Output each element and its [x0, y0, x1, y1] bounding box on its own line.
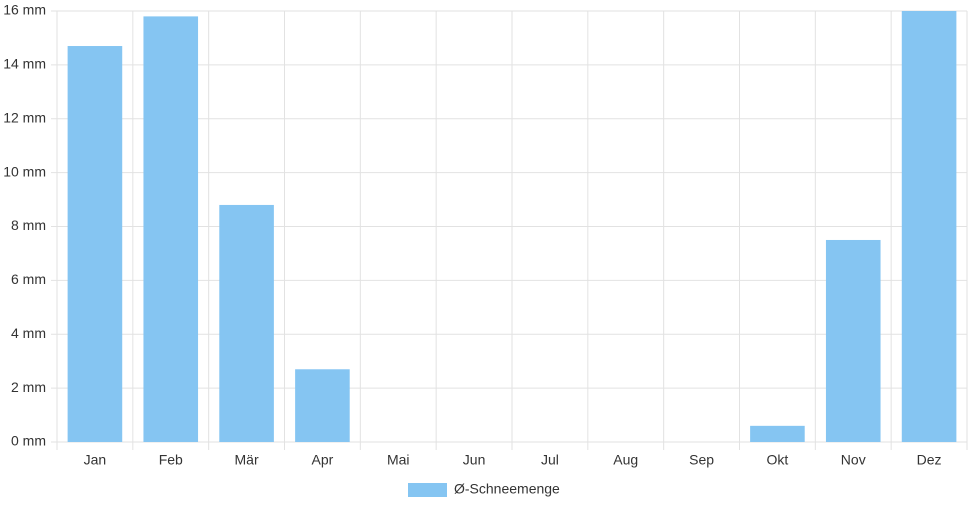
x-tick-label: Dez	[917, 452, 942, 468]
y-tick-label: 10 mm	[3, 163, 46, 179]
x-tick-label: Feb	[159, 452, 183, 468]
x-tick-label: Mär	[235, 452, 259, 468]
bar	[750, 425, 805, 442]
bar	[67, 46, 123, 443]
y-tick-label: 0 mm	[11, 433, 46, 449]
y-tick-label: 8 mm	[11, 217, 46, 233]
x-tick-label: Jun	[463, 452, 486, 468]
legend-swatch	[408, 483, 447, 497]
x-tick-label: Aug	[613, 452, 638, 468]
bar	[825, 239, 881, 442]
y-tick-label: 2 mm	[11, 379, 46, 395]
x-tick-label: Apr	[312, 452, 334, 468]
bar	[219, 204, 274, 442]
bar	[901, 11, 957, 442]
bar	[143, 16, 199, 442]
y-tick-label: 14 mm	[3, 56, 46, 72]
legend-label: Ø-Schneemenge	[454, 481, 560, 497]
x-tick-label: Okt	[767, 452, 789, 468]
y-tick-label: 12 mm	[3, 109, 46, 125]
x-tick-label: Nov	[841, 452, 866, 468]
y-tick-label: 16 mm	[3, 2, 46, 18]
bar	[295, 369, 350, 442]
y-tick-label: 4 mm	[11, 325, 46, 341]
x-tick-label: Mai	[387, 452, 410, 468]
y-tick-label: 6 mm	[11, 271, 46, 287]
x-tick-label: Jul	[541, 452, 559, 468]
x-tick-label: Sep	[689, 452, 714, 468]
x-tick-label: Jan	[84, 452, 107, 468]
